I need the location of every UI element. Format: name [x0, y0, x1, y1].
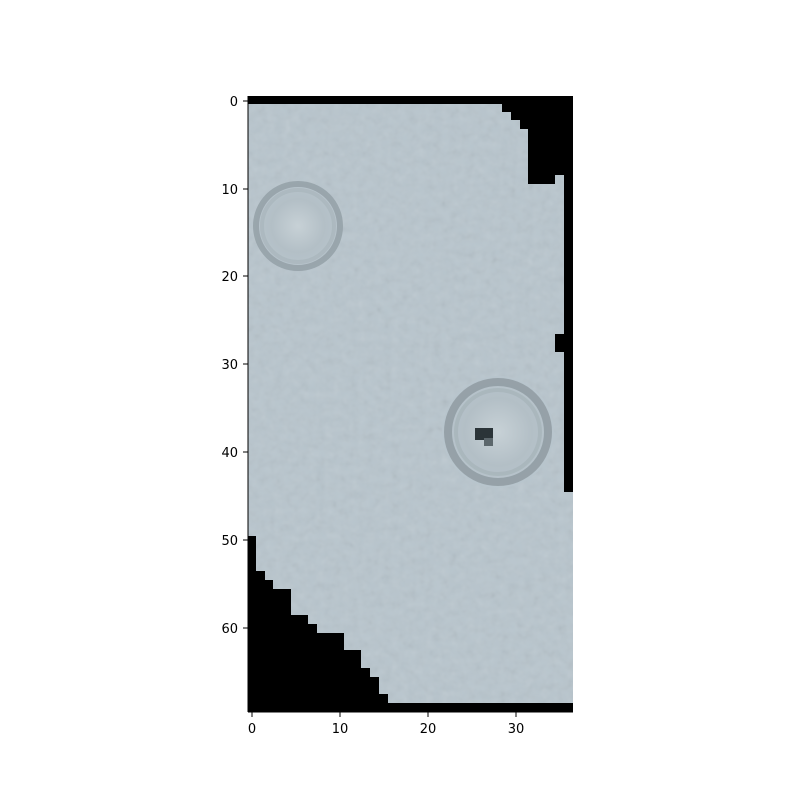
y-tick-label: 30: [221, 358, 238, 373]
dark-center-pixel: [475, 428, 493, 440]
x-tick-label: 0: [248, 722, 256, 737]
y-tick-label: 40: [221, 446, 238, 461]
x-tick-label: 20: [420, 722, 437, 737]
ring-mark-lower: [442, 376, 554, 488]
y-tick-label: 0: [230, 95, 238, 110]
y-axis: 0 10 20 30 40 50 60: [221, 95, 248, 637]
y-tick-label: 20: [221, 270, 238, 285]
ring-mark-upper: [253, 181, 343, 271]
x-axis: 0 10 20 30: [248, 712, 524, 737]
y-tick-label: 50: [221, 534, 238, 549]
y-tick-label: 60: [221, 622, 238, 637]
x-tick-label: 30: [508, 722, 525, 737]
image-area: [248, 96, 573, 712]
x-tick-label: 10: [332, 722, 349, 737]
y-tick-label: 10: [221, 183, 238, 198]
